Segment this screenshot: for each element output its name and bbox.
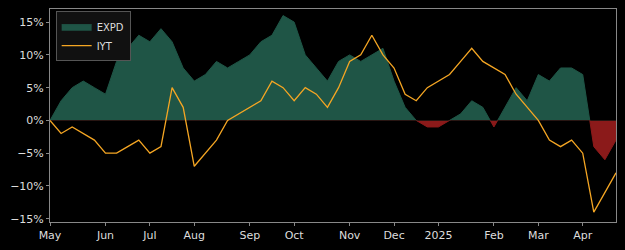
svg-text:Nov: Nov [339,229,361,242]
svg-text:Jul: Jul [142,229,156,242]
svg-text:2025: 2025 [424,229,452,242]
svg-text:Jun: Jun [96,229,114,242]
svg-text:15%: 15% [19,16,43,29]
svg-text:Dec: Dec [383,229,404,242]
svg-text:Sep: Sep [239,229,260,242]
svg-text:EXPD: EXPD [97,22,124,33]
svg-text:0%: 0% [26,114,43,127]
svg-text:IYT: IYT [97,41,113,52]
svg-text:5%: 5% [26,82,43,95]
svg-text:Mar: Mar [528,229,549,242]
svg-text:Apr: Apr [573,229,593,242]
svg-text:−5%: −5% [17,147,44,160]
svg-text:Aug: Aug [184,229,205,242]
svg-text:−10%: −10% [10,180,44,193]
svg-text:−15%: −15% [10,213,44,226]
svg-text:Feb: Feb [484,229,503,242]
svg-text:May: May [39,229,62,242]
svg-text:10%: 10% [19,49,43,62]
svg-text:Oct: Oct [285,229,305,242]
